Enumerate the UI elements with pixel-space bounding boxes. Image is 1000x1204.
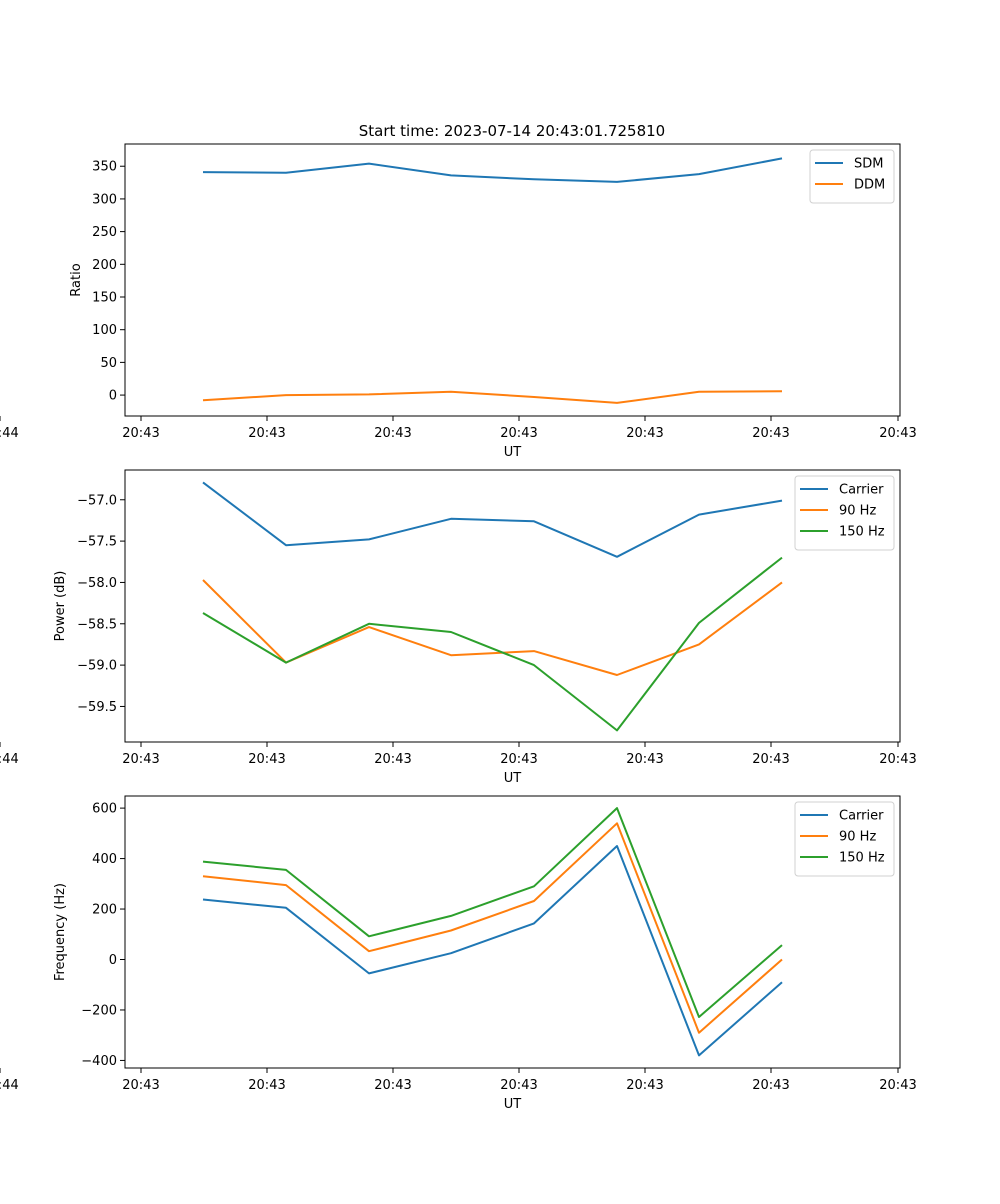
x-tick-label: 20:43 (500, 752, 537, 767)
y-axis-label: Ratio (69, 263, 84, 296)
x-tick-label: 20:43 (248, 426, 285, 441)
x-tick-label: 20:43 (879, 426, 916, 441)
x-tick-label: 20:43 (752, 1078, 789, 1093)
x-tick-label: 20:43 (500, 426, 537, 441)
legend-label: Carrier (839, 483, 884, 498)
y-tick-label: 0 (109, 389, 117, 404)
figure-title: Start time: 2023-07-14 20:43:01.725810 (359, 122, 665, 140)
series-line-ddm (202, 390, 783, 404)
y-tick-label: −200 (81, 1003, 117, 1018)
legend-label: 150 Hz (839, 851, 885, 866)
x-tick-label: 20:43 (374, 1078, 411, 1093)
x-tick-label: 20:43 (752, 426, 789, 441)
axes-frame (124, 795, 901, 1069)
y-tick-label: 400 (92, 852, 117, 867)
series-line-90-hz (202, 822, 783, 1034)
legend-label: SDM (854, 157, 883, 172)
axes-frame (124, 469, 901, 743)
x-tick-label: 20:43 (122, 426, 159, 441)
x-tick-label: 20:43 (626, 1078, 663, 1093)
y-tick-label: 250 (92, 225, 117, 240)
x-tick-label: 20:43 (752, 752, 789, 767)
x-axis-label: UT (504, 445, 522, 460)
x-tick-label: 20:43 (122, 1078, 159, 1093)
x-tick-label: 20:43 (879, 752, 916, 767)
series-line-150-hz (202, 556, 783, 732)
legend-label: Carrier (839, 809, 884, 824)
y-tick-label: 0 (109, 953, 117, 968)
y-tick-label: −59.5 (77, 700, 117, 715)
legend-label: DDM (854, 178, 885, 193)
y-tick-label: −58.0 (77, 576, 117, 591)
legend: Carrier 90 Hz 150 Hz (794, 801, 895, 877)
x-tick-label: 20:43 (248, 752, 285, 767)
y-axis-label: Frequency (Hz) (53, 883, 68, 981)
x-tick-label: 20:43 (374, 426, 411, 441)
x-tick-label: 20:43 (626, 752, 663, 767)
y-tick-label: 600 (92, 802, 117, 817)
x-tick-label: 20:43 (122, 752, 159, 767)
x-tick-label: 20:43 (374, 752, 411, 767)
frequency-plot: 20:43 20:43 20:43 20:43 20:43 20:43 20:43 20:44… (0, 795, 917, 1112)
y-tick-label: 200 (92, 903, 117, 918)
series-line-sdm (202, 157, 783, 183)
series-line-carrier (202, 845, 783, 1057)
y-tick-label: 300 (92, 192, 117, 207)
legend: Carrier 90 Hz 150 Hz (794, 475, 895, 551)
ratio-plot: 20:43 20:43 20:43 20:43 20:43 20:43 20:43 20:44… (0, 143, 917, 460)
x-tick-label: 20:43 (879, 1078, 916, 1093)
x-tick-label: 20:43 (248, 1078, 285, 1093)
x-tick-label: 20:43 (626, 426, 663, 441)
y-tick-label: 350 (92, 160, 117, 175)
legend: SDM DDM (809, 149, 895, 204)
y-axis-label: Power (dB) (53, 571, 68, 642)
x-tick-label: 20:43 (500, 1078, 537, 1093)
y-tick-label: 50 (100, 356, 117, 371)
legend-label: 90 Hz (839, 504, 876, 519)
legend-label: 90 Hz (839, 830, 876, 845)
y-tick-label: −57.5 (77, 535, 117, 550)
x-axis-label: UT (504, 771, 522, 786)
legend-label: 150 Hz (839, 525, 885, 540)
x-tick-label: 20:44 (0, 426, 19, 441)
axes-frame (124, 143, 901, 417)
x-axis-label: UT (504, 1097, 522, 1112)
series-line-carrier (202, 481, 783, 558)
x-tick-label: 20:44 (0, 752, 19, 767)
y-tick-label: 150 (92, 291, 117, 306)
y-tick-label: −58.5 (77, 617, 117, 632)
y-tick-label: 100 (92, 323, 117, 338)
x-tick-label: 20:44 (0, 1078, 19, 1093)
y-tick-label: −59.0 (77, 659, 117, 674)
y-tick-label: −400 (81, 1054, 117, 1069)
power-plot: 20:43 20:43 20:43 20:43 20:43 20:43 20:43 20:44… (0, 469, 917, 786)
y-tick-label: −57.0 (77, 493, 117, 508)
y-tick-label: 200 (92, 258, 117, 273)
series-line-150-hz (202, 807, 783, 1018)
